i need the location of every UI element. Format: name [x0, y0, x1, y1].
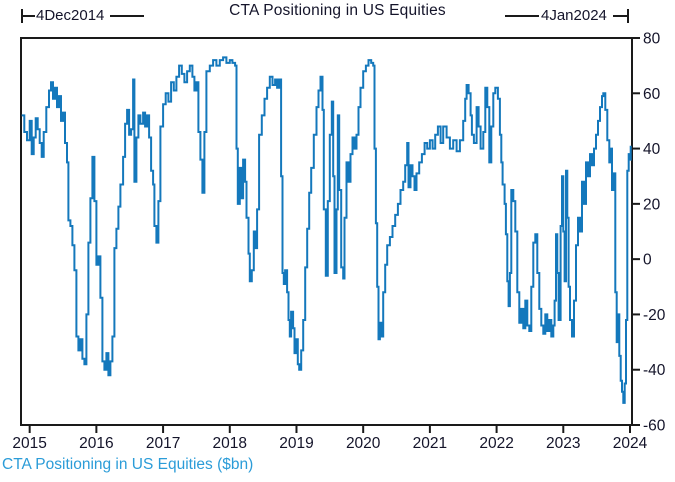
y-axis-tick-label: 80: [643, 31, 661, 48]
range-end-label: 4Jan2024: [541, 7, 607, 24]
x-axis-tick-label: 2021: [413, 435, 447, 452]
x-axis-tick-label: 2015: [12, 435, 46, 452]
x-axis-tick-label: 2017: [146, 435, 180, 452]
x-axis-tick-label: 2022: [479, 435, 513, 452]
x-axis-tick-label: 2023: [546, 435, 580, 452]
series-line: [21, 56, 632, 404]
y-axis-tick-label: 0: [643, 252, 652, 269]
x-axis-tick-label: 2016: [79, 435, 113, 452]
x-axis-tick-label: 2018: [213, 435, 247, 452]
x-axis-tick-label: 2019: [279, 435, 313, 452]
y-axis-tick-label: 40: [643, 141, 661, 158]
y-axis-tick-label: 60: [643, 86, 661, 103]
y-axis-tick-label: -60: [643, 418, 666, 435]
y-axis-tick-label: -20: [643, 307, 666, 324]
chart-footer-caption: CTA Positioning in US Equities ($bn): [2, 456, 254, 473]
range-start-label: 4Dec2014: [36, 7, 105, 24]
y-axis-tick-label: -40: [643, 362, 666, 379]
y-axis-tick-label: 20: [643, 196, 661, 213]
chart-title: CTA Positioning in US Equities: [229, 2, 446, 19]
x-axis-tick-label: 2024: [613, 435, 648, 452]
x-axis-tick-label: 2020: [346, 435, 381, 452]
plot-border: [20, 37, 633, 426]
